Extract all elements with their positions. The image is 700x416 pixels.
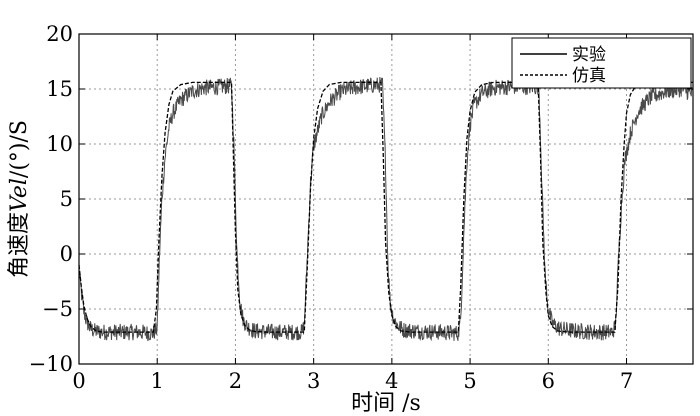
legend-label-simulation: 仿真 — [572, 66, 606, 86]
x-tick-label: 4 — [385, 369, 398, 393]
grid — [79, 34, 693, 364]
legend-box — [511, 37, 692, 89]
x-tick-label: 5 — [463, 369, 476, 393]
x-tick-label: 2 — [229, 369, 242, 393]
x-axis-label: 时间 /s — [351, 391, 421, 416]
x-tick-label: 1 — [151, 369, 164, 393]
y-axis-label-var: Vel — [7, 178, 32, 212]
x-tick-label: 6 — [542, 369, 555, 393]
y-axis-label-prefix: 角速度 — [7, 212, 32, 278]
legend: 实验 仿真 — [511, 37, 692, 89]
y-tick-label: −5 — [42, 297, 73, 321]
x-tick-label: 3 — [307, 369, 320, 393]
y-axis-label: 角速度Vel/(°)/S — [7, 120, 32, 278]
y-axis-label-suffix: /(°)/S — [7, 120, 32, 178]
x-tick-label: 7 — [620, 369, 633, 393]
y-tick-label: 15 — [46, 77, 73, 101]
series-line-experiment — [78, 77, 694, 342]
x-tick-label: 0 — [72, 369, 85, 393]
y-tick-label: 10 — [46, 132, 73, 156]
series-line-simulation — [78, 81, 693, 333]
series-group — [78, 77, 694, 342]
tick-labels: 0 1 2 3 4 5 6 7 −10 −5 0 5 10 15 20 — [29, 22, 634, 393]
y-tick-label: 20 — [46, 22, 73, 46]
y-tick-label: −10 — [29, 352, 73, 376]
y-tick-label: 5 — [60, 187, 73, 211]
legend-label-experiment: 实验 — [572, 45, 606, 65]
y-tick-label: 0 — [60, 242, 73, 266]
